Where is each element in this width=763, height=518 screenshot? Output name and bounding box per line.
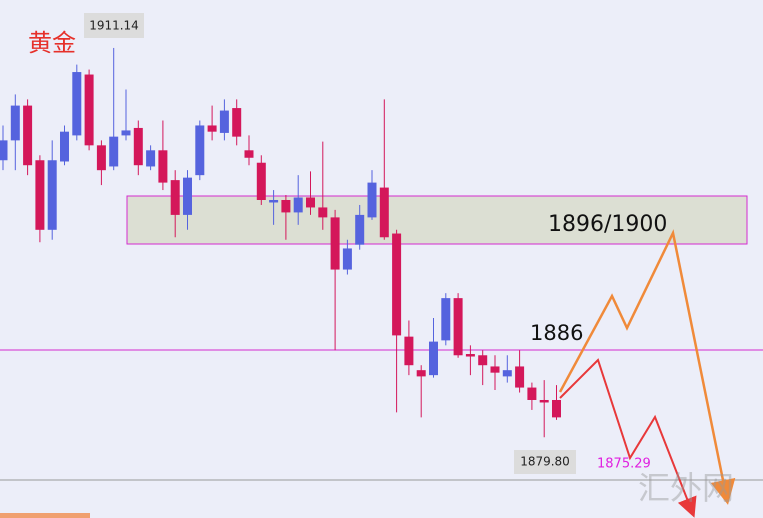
candle-body xyxy=(367,182,377,218)
candle-body xyxy=(441,298,451,341)
candle-body xyxy=(527,387,537,400)
candle-body xyxy=(416,370,426,377)
candle-body xyxy=(133,127,143,166)
candle-body xyxy=(158,150,168,183)
candle-body xyxy=(404,336,414,366)
candle-body xyxy=(293,197,303,213)
candle-body xyxy=(72,72,82,136)
candle-body xyxy=(515,366,525,388)
zone-label: 1896/1900 xyxy=(548,212,667,237)
candle-body xyxy=(552,399,561,418)
candle-body xyxy=(281,199,291,213)
candle-body xyxy=(23,105,33,166)
candle-body xyxy=(318,207,328,218)
candle-body xyxy=(109,136,119,167)
candle-body xyxy=(121,130,131,136)
candle-body xyxy=(539,399,549,403)
candle-body xyxy=(244,150,254,158)
candle-body xyxy=(35,160,45,230)
high-label: 1911.14 xyxy=(89,19,139,33)
candle-body xyxy=(342,248,352,270)
zone-box xyxy=(126,195,748,245)
candle-body xyxy=(306,197,315,208)
candle-body xyxy=(392,233,402,336)
candle-body xyxy=(465,354,475,357)
candle-body xyxy=(183,177,192,215)
bar-accent xyxy=(0,513,90,518)
candle-body xyxy=(269,199,279,203)
candle-body xyxy=(502,370,512,377)
target-label: 1875.29 xyxy=(597,457,651,472)
candle-body xyxy=(256,162,266,200)
candle-body xyxy=(195,125,205,176)
candle-body xyxy=(219,110,229,133)
candle-body xyxy=(379,187,389,238)
candle-body xyxy=(10,105,20,141)
candle-body xyxy=(170,180,180,215)
candle-body xyxy=(47,160,57,230)
candle-body xyxy=(146,150,156,167)
candle-body xyxy=(453,298,463,356)
candles xyxy=(0,47,561,438)
candle-body xyxy=(355,214,365,245)
level-label: 1886 xyxy=(530,321,583,345)
label-box xyxy=(514,450,576,474)
projection-arrow xyxy=(559,358,697,518)
candle-body xyxy=(84,74,94,146)
low-label: 1879.80 xyxy=(520,455,570,469)
candle-body xyxy=(330,217,340,270)
watermark: 汇外网 xyxy=(638,469,734,507)
candle-body xyxy=(429,341,438,376)
projection-arrow xyxy=(558,229,736,505)
candle-body xyxy=(207,125,217,132)
candle-body xyxy=(60,131,69,162)
candle-body xyxy=(0,140,8,161)
candle-body xyxy=(232,108,242,137)
chart-title: 黄金 xyxy=(28,29,76,57)
candle-body xyxy=(96,145,106,171)
label-box xyxy=(84,13,144,38)
candle-body xyxy=(490,366,500,373)
candle-body xyxy=(478,355,488,366)
